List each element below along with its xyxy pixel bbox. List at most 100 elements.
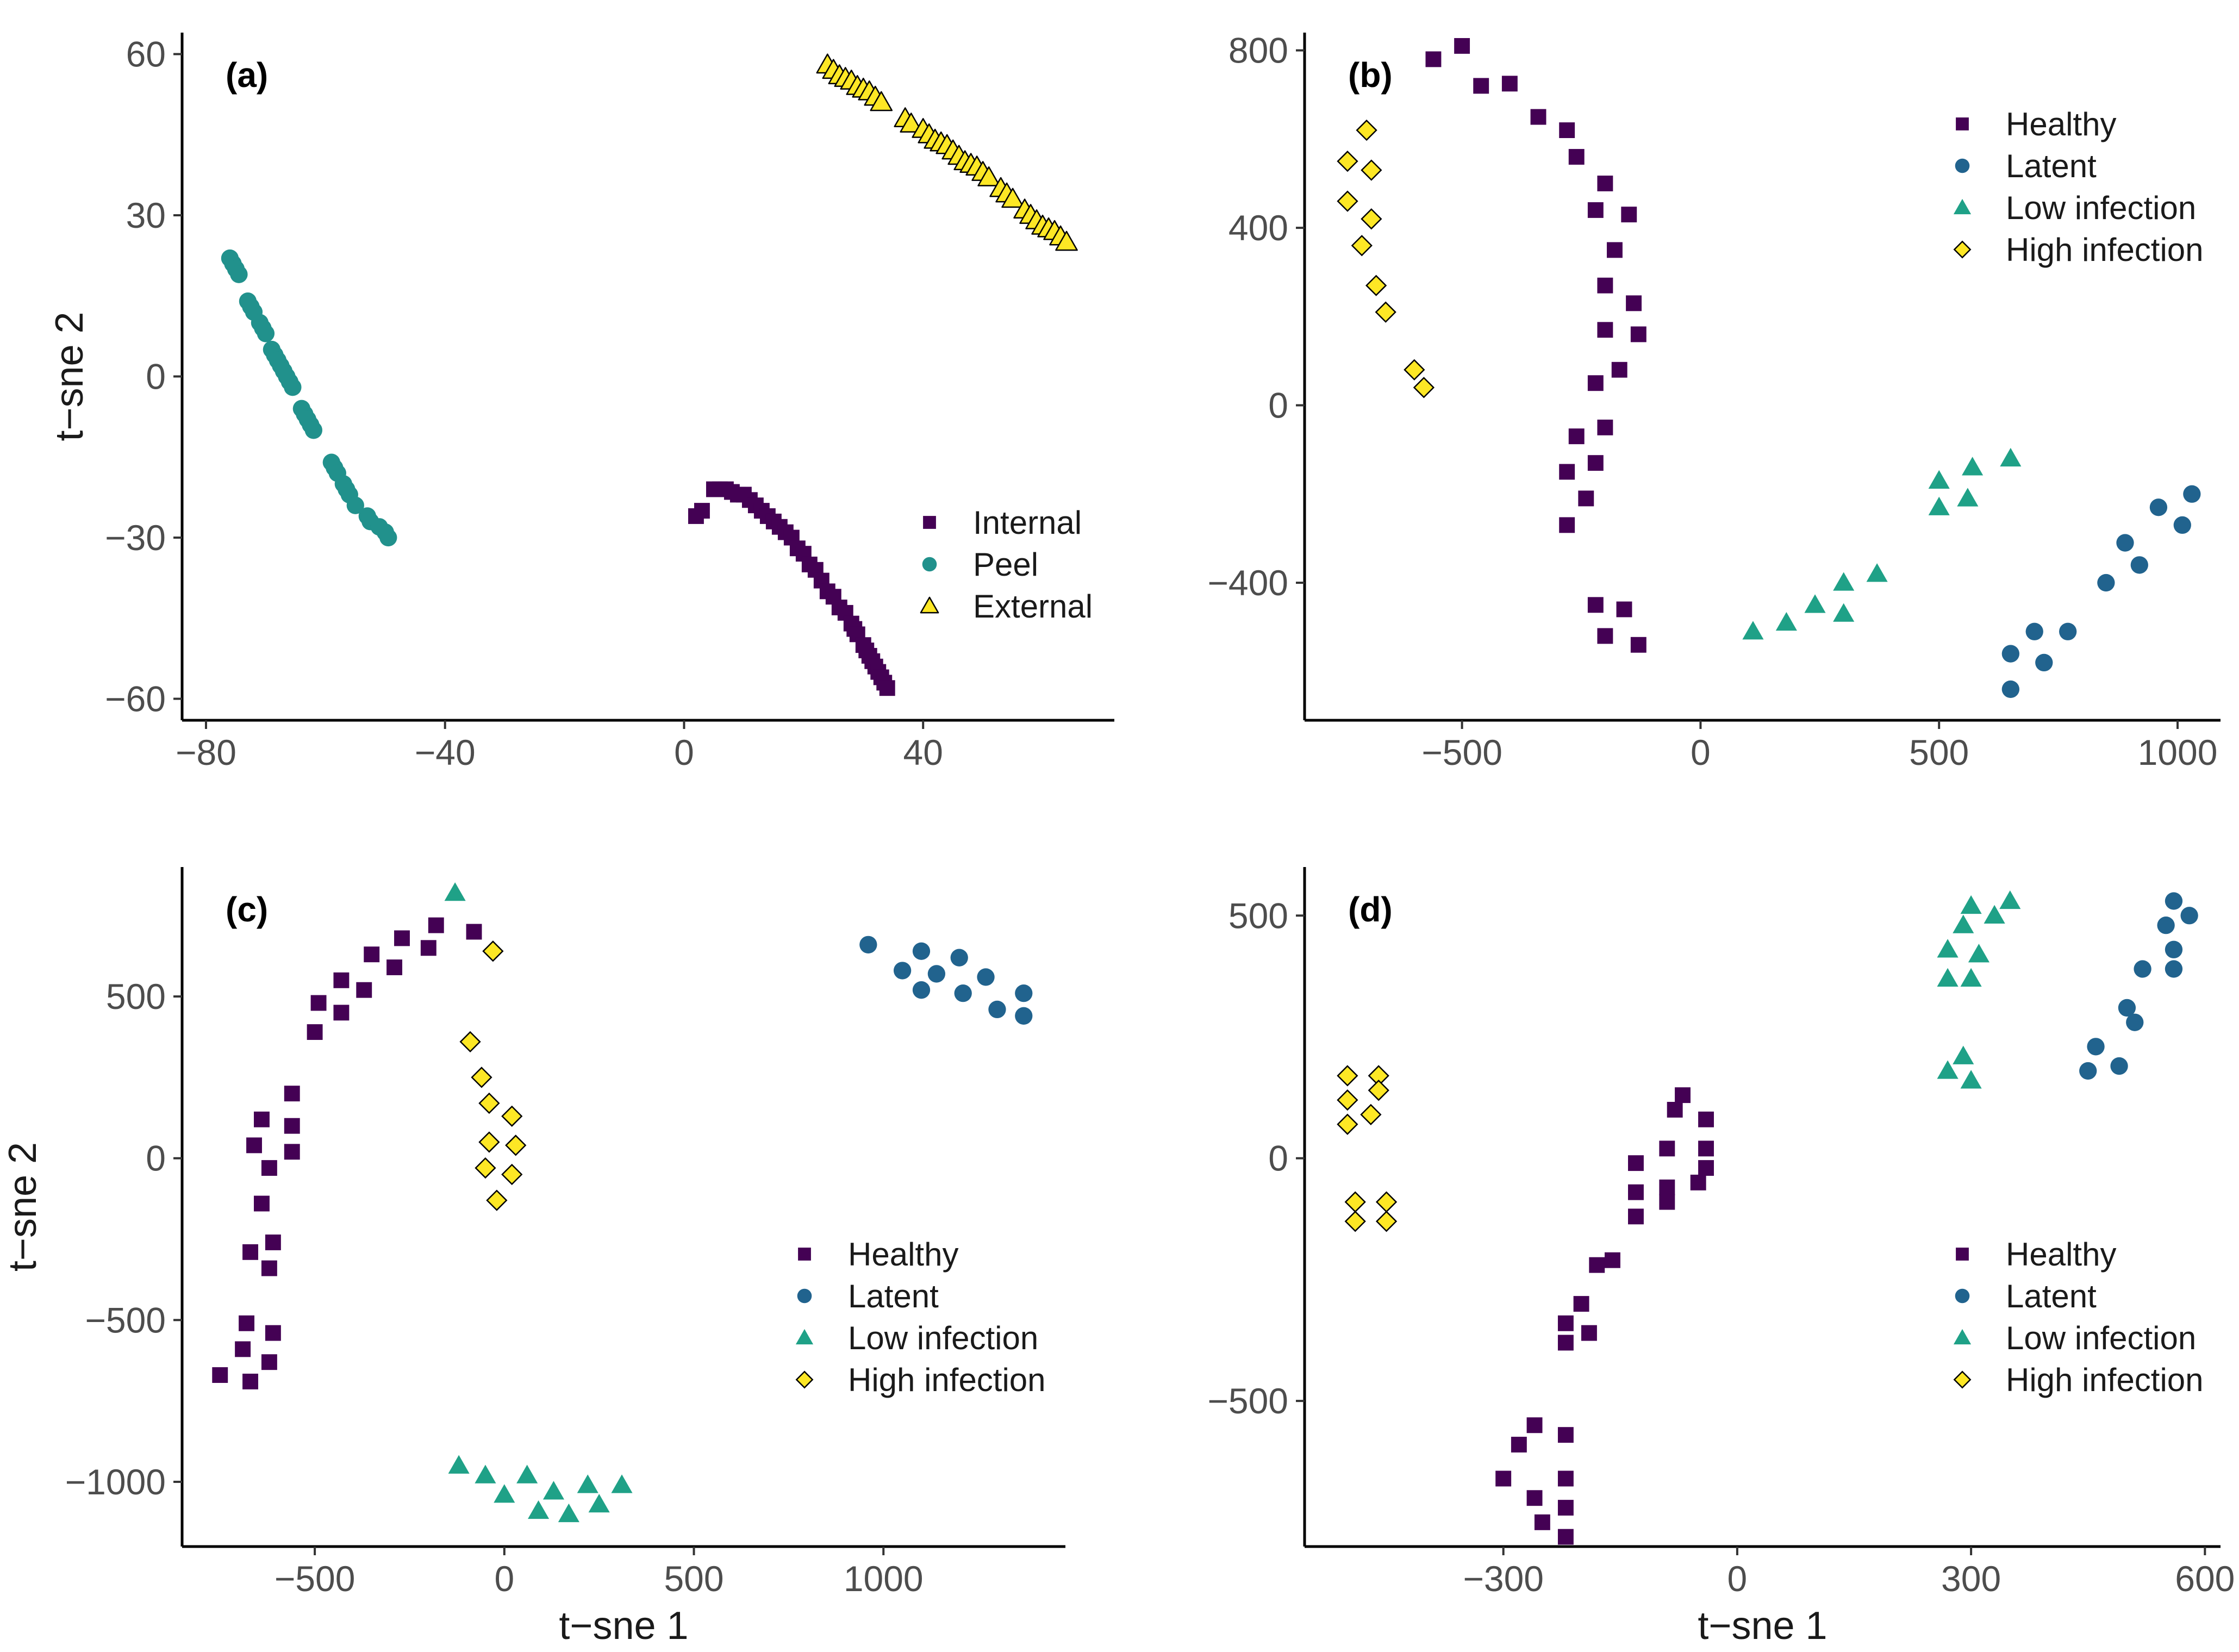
data-point [1937, 1060, 1959, 1079]
series-healthy [1425, 38, 1646, 653]
data-point [230, 265, 248, 283]
data-point [1578, 490, 1594, 507]
data-point [2097, 573, 2115, 592]
data-point [2079, 1062, 2097, 1080]
legend-label: High infection [848, 1362, 1046, 1398]
data-point [1597, 277, 1613, 294]
data-point [1361, 208, 1382, 230]
data-point [1957, 488, 1979, 507]
x-tick-label: 1000 [2138, 732, 2218, 772]
data-point [1630, 326, 1646, 342]
legend-key [797, 1288, 812, 1304]
data-point [1557, 1529, 1574, 1545]
x-tick-label: 0 [1727, 1559, 1748, 1599]
data-point [1375, 301, 1396, 323]
data-point [1568, 149, 1585, 165]
data-point [542, 1481, 565, 1500]
data-point [501, 1163, 523, 1186]
data-point [1015, 984, 1033, 1002]
data-point [1526, 1417, 1543, 1433]
data-point [528, 1500, 550, 1519]
data-point [1557, 1470, 1574, 1487]
y-axis-title: t−sne 2 [48, 311, 91, 441]
legend-key [795, 1329, 814, 1345]
x-axis-title: t−sne 1 [1698, 1604, 1827, 1648]
y-tick-label: −400 [1207, 563, 1288, 603]
data-point [1337, 1089, 1358, 1111]
data-point [1628, 1184, 1644, 1200]
data-point [1928, 496, 1950, 515]
data-point [1597, 322, 1613, 338]
panel-label: (b) [1348, 55, 1393, 95]
data-point [239, 1315, 255, 1331]
data-point [1557, 1427, 1574, 1443]
data-point [1015, 1007, 1033, 1025]
data-point [2000, 447, 2022, 467]
data-point [1534, 1514, 1550, 1530]
data-point [1530, 109, 1546, 125]
legend-key [920, 596, 939, 614]
y-tick-label: −60 [105, 678, 166, 719]
data-point [2001, 645, 2020, 663]
data-point [1628, 1208, 1644, 1225]
data-point [1425, 51, 1442, 67]
legend-label: External [973, 588, 1093, 625]
data-point [1626, 295, 1642, 311]
data-point [254, 1195, 270, 1212]
data-point [333, 972, 350, 988]
panel-b: −500 0 500 1000 800 400 0 −400 (b) Healthy Latent L… [1207, 30, 2221, 772]
data-point [1559, 122, 1575, 138]
data-point [577, 1474, 598, 1493]
data-point [1630, 637, 1646, 653]
data-point [1368, 1080, 1389, 1101]
series-external [816, 53, 1078, 251]
data-point [394, 930, 410, 946]
legend-label: High infection [2006, 232, 2204, 268]
data-point [448, 1455, 470, 1474]
y-tick-label: 500 [1228, 895, 1288, 936]
data-point [1953, 1045, 1974, 1064]
data-point [284, 1086, 300, 1102]
data-point [304, 421, 323, 439]
data-point [1953, 914, 1974, 933]
data-point [1501, 76, 1518, 92]
data-point [2025, 622, 2043, 640]
legend-key [1953, 1370, 1972, 1389]
legend-key [798, 1248, 811, 1261]
data-point [927, 965, 946, 983]
panel-c: −500 0 500 1000 500 0 −500 −1000 t−sne 2 t−sne 1 (… [1, 867, 1065, 1648]
x-tick-label: −500 [1421, 732, 1502, 772]
data-point [379, 528, 397, 547]
x-tick-label: −40 [415, 732, 476, 772]
legend-key [1955, 158, 1970, 173]
legend-label: Latent [2006, 148, 2097, 184]
x-tick-label: 0 [1691, 732, 1711, 772]
data-point [459, 1031, 481, 1053]
data-point [428, 917, 444, 933]
series-low-infection [1742, 447, 2022, 640]
data-point [1960, 1070, 1982, 1089]
x-axis-title: t−sne 1 [559, 1604, 688, 1648]
x-tick-label: −80 [176, 732, 236, 772]
data-point [1742, 621, 1764, 640]
legend: Healthy Latent Low infection High infection [1953, 106, 2204, 268]
data-point [1698, 1160, 1714, 1176]
y-tick-label: −500 [1207, 1381, 1288, 1421]
legend-label: Latent [848, 1278, 939, 1314]
data-point [501, 1105, 523, 1127]
data-point [261, 1160, 277, 1176]
x-tick-label: 300 [1941, 1559, 2001, 1599]
data-point [1698, 1140, 1714, 1157]
data-point [2087, 1038, 2105, 1056]
panel-label: (d) [1348, 890, 1393, 929]
y-tick-label: 500 [106, 976, 166, 1017]
data-point [1413, 377, 1435, 398]
data-point [2035, 653, 2053, 672]
y-tick-label: 800 [1228, 30, 1288, 71]
y-tick-label: 0 [146, 1138, 166, 1179]
data-point [1606, 242, 1623, 258]
x-tick-label: −500 [275, 1559, 356, 1599]
data-point [950, 949, 968, 967]
series-peel [221, 249, 397, 547]
data-point [2116, 534, 2134, 552]
